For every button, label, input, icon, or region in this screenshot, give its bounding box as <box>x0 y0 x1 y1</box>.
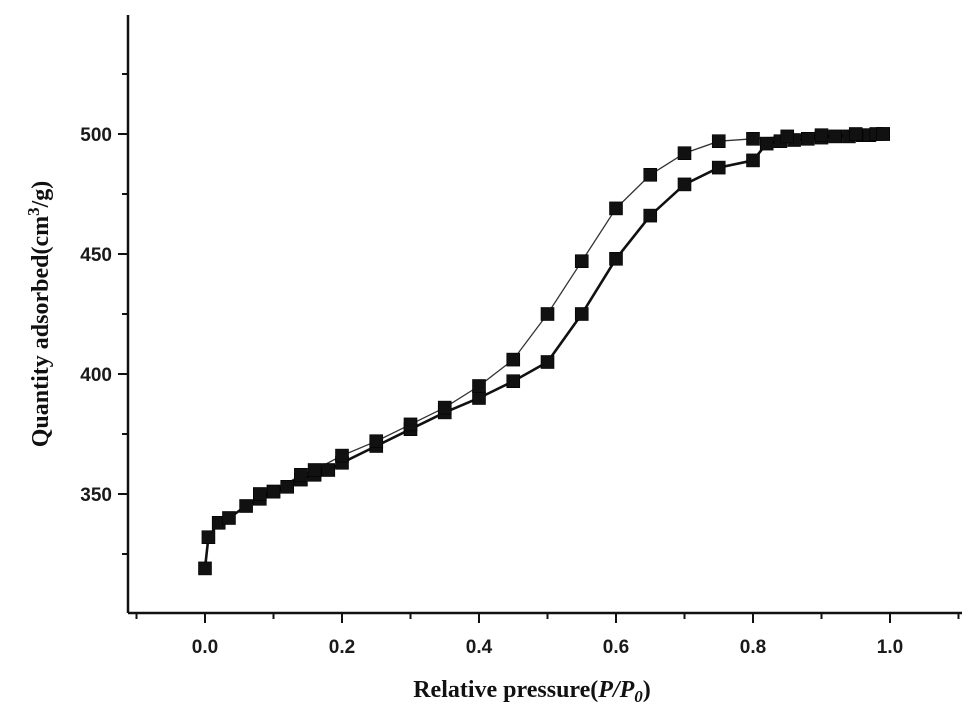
adsorption-point <box>759 136 774 151</box>
adsorption-point <box>198 561 212 576</box>
x-axis-title: Relative pressure(P/P0) <box>413 677 651 706</box>
desorption-point <box>848 127 863 141</box>
series-layer <box>198 127 890 576</box>
adsorption-point <box>643 208 658 223</box>
desorption-point <box>506 352 521 367</box>
y-tick-label: 400 <box>80 365 112 386</box>
desorption-point <box>437 400 452 415</box>
desorption-point <box>677 146 692 160</box>
adsorption-point <box>574 307 589 321</box>
desorption-point <box>540 307 555 321</box>
desorption-point <box>294 467 308 482</box>
x-tick-label: 1.0 <box>877 637 903 658</box>
adsorption-point <box>540 355 555 369</box>
adsorption-point <box>800 132 815 146</box>
y-tick-label: 350 <box>80 485 112 506</box>
y-axis-title: Quantity adsorbed(cm3/g) <box>24 181 54 448</box>
adsorption-point <box>828 129 843 144</box>
x-ticks: 0.0 0.2 0.4 0.6 0.8 1.0 <box>135 613 960 658</box>
desorption-point <box>711 134 726 148</box>
y-tick-label: 450 <box>80 245 112 266</box>
desorption-point <box>403 417 418 432</box>
desorption-point <box>609 201 623 216</box>
y-tick-label: 500 <box>80 125 112 146</box>
desorption-point <box>876 127 890 141</box>
desorption-point <box>266 484 281 499</box>
desorption-point <box>253 487 267 501</box>
adsorption-point <box>201 530 216 545</box>
desorption-point <box>643 168 658 182</box>
desorption-point <box>472 379 486 393</box>
adsorption-point <box>711 160 726 175</box>
adsorption-line <box>203 132 884 569</box>
adsorption-point <box>506 374 521 389</box>
y-ticks: 350 400 450 500 <box>80 73 128 555</box>
adsorption-point <box>222 511 236 525</box>
adsorption-point <box>472 391 486 405</box>
desorption-point <box>814 128 829 142</box>
x-tick-label: 0.0 <box>192 637 218 658</box>
desorption-point <box>369 434 384 449</box>
adsorption-point <box>239 499 253 513</box>
desorption-point <box>746 132 760 146</box>
desorption-point <box>780 129 795 144</box>
x-tick-label: 0.4 <box>466 637 493 658</box>
adsorption-point <box>746 153 760 168</box>
x-tick-label: 0.2 <box>329 637 355 658</box>
x-tick-label: 0.6 <box>603 637 629 658</box>
adsorption-point <box>280 479 295 494</box>
desorption-point <box>335 448 349 463</box>
desorption-line <box>259 133 884 495</box>
adsorption-point <box>677 177 692 192</box>
adsorption-point <box>321 463 336 477</box>
x-tick-label: 0.8 <box>740 637 766 658</box>
desorption-point <box>574 254 589 268</box>
desorption-point <box>307 463 322 477</box>
adsorption-point <box>609 252 623 266</box>
